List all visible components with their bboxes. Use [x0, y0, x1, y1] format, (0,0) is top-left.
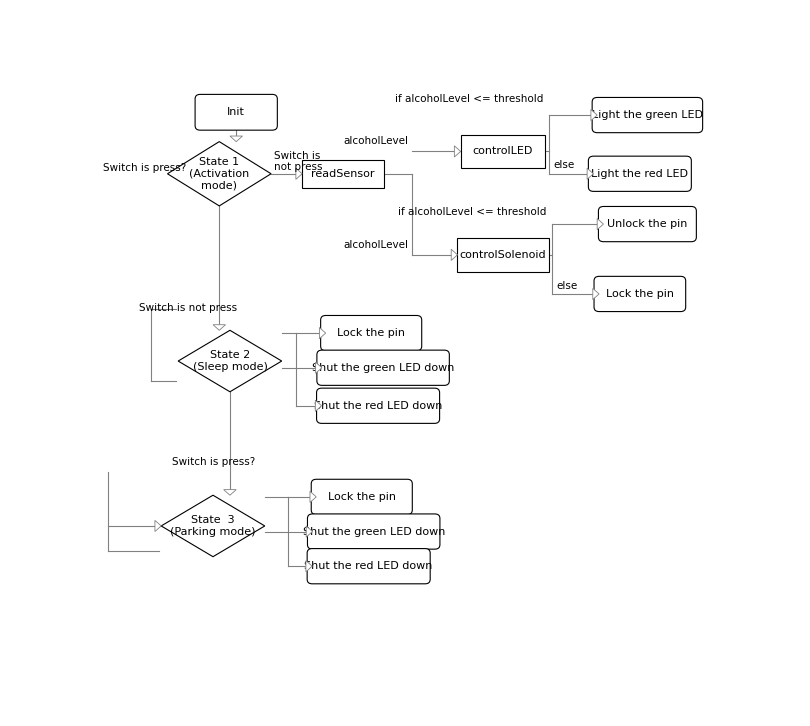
Text: Shut the green LED down: Shut the green LED down	[312, 363, 454, 372]
Text: Lock the pin: Lock the pin	[328, 492, 396, 502]
Text: alcoholLevel: alcoholLevel	[344, 136, 409, 147]
Polygon shape	[296, 168, 302, 179]
Polygon shape	[590, 110, 597, 121]
Text: if alcoholLevel <= threshold: if alcoholLevel <= threshold	[398, 207, 546, 217]
FancyBboxPatch shape	[594, 277, 686, 311]
Text: Init: Init	[228, 107, 245, 118]
Text: Light the green LED: Light the green LED	[592, 110, 703, 120]
Text: alcoholLevel: alcoholLevel	[344, 240, 409, 250]
FancyBboxPatch shape	[321, 316, 422, 351]
Polygon shape	[310, 492, 316, 502]
Polygon shape	[178, 330, 282, 392]
Polygon shape	[161, 495, 265, 557]
Text: readSensor: readSensor	[311, 168, 375, 179]
Polygon shape	[587, 168, 594, 179]
Polygon shape	[224, 489, 237, 495]
Polygon shape	[597, 219, 603, 229]
FancyBboxPatch shape	[311, 479, 412, 515]
FancyBboxPatch shape	[317, 388, 440, 423]
FancyBboxPatch shape	[588, 156, 691, 192]
Text: Light the red LED: Light the red LED	[591, 168, 688, 179]
Text: Shut the red LED down: Shut the red LED down	[314, 401, 442, 411]
Polygon shape	[306, 526, 313, 537]
FancyBboxPatch shape	[461, 134, 545, 168]
Text: controlLED: controlLED	[473, 147, 533, 156]
FancyBboxPatch shape	[195, 94, 277, 130]
Text: Lock the pin: Lock the pin	[606, 289, 674, 299]
Text: if alcoholLevel <= threshold: if alcoholLevel <= threshold	[394, 94, 543, 105]
Text: Switch is press?: Switch is press?	[172, 457, 255, 467]
Polygon shape	[316, 362, 322, 373]
Polygon shape	[230, 136, 242, 142]
FancyBboxPatch shape	[592, 97, 702, 133]
Polygon shape	[155, 521, 161, 531]
FancyBboxPatch shape	[317, 350, 450, 386]
FancyBboxPatch shape	[308, 514, 440, 549]
Text: Shut the green LED down: Shut the green LED down	[302, 526, 445, 537]
Text: State 1
(Activation
mode): State 1 (Activation mode)	[190, 157, 249, 190]
Text: State  3
(Parking mode): State 3 (Parking mode)	[170, 515, 256, 537]
Text: Shut the red LED down: Shut the red LED down	[305, 561, 433, 571]
Polygon shape	[168, 142, 271, 206]
Text: Switch is press?: Switch is press?	[103, 163, 185, 174]
Text: Switch is
not press: Switch is not press	[275, 151, 322, 172]
Text: Unlock the pin: Unlock the pin	[608, 219, 688, 229]
Polygon shape	[319, 327, 326, 338]
FancyBboxPatch shape	[302, 160, 384, 188]
Text: else: else	[553, 160, 575, 171]
Polygon shape	[593, 288, 599, 300]
Text: else: else	[556, 280, 578, 290]
Polygon shape	[315, 400, 322, 412]
Text: State 2
(Sleep mode): State 2 (Sleep mode)	[193, 350, 267, 372]
Text: Lock the pin: Lock the pin	[337, 328, 405, 338]
FancyBboxPatch shape	[599, 206, 697, 242]
Text: controlSolenoid: controlSolenoid	[460, 250, 546, 260]
Polygon shape	[213, 325, 225, 330]
FancyBboxPatch shape	[458, 238, 548, 272]
FancyBboxPatch shape	[307, 549, 430, 584]
Polygon shape	[306, 560, 312, 572]
Polygon shape	[454, 146, 461, 157]
Polygon shape	[451, 249, 458, 261]
Text: Switch is not press: Switch is not press	[139, 303, 237, 313]
